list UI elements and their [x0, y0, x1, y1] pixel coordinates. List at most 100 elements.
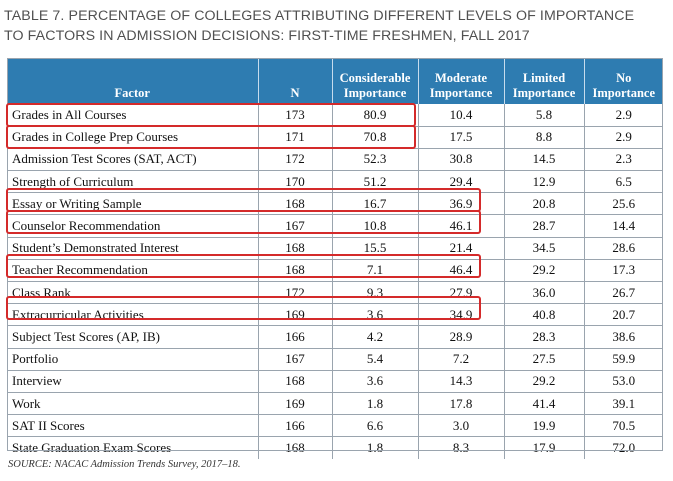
- cell-limited: 14.5: [503, 147, 584, 171]
- cell-moderate: 17.5: [417, 125, 504, 149]
- cell-no: 17.3: [583, 258, 663, 282]
- cell-limited: 12.9: [503, 170, 584, 193]
- cell-limited: 29.2: [503, 369, 584, 393]
- cell-n: 168: [257, 236, 332, 260]
- cell-n: 167: [257, 214, 332, 238]
- cell-factor: Subject Test Scores (AP, IB): [7, 325, 258, 349]
- cell-moderate: 14.3: [417, 369, 504, 393]
- table-row: SAT II Scores 166 6.6 3.0 19.9 70.5: [7, 414, 663, 437]
- cell-limited: 5.8: [503, 104, 584, 127]
- cell-n: 173: [257, 104, 332, 127]
- cell-considerable: 6.6: [331, 414, 418, 437]
- header-n: N: [257, 58, 332, 104]
- cell-no: 26.7: [583, 280, 663, 304]
- cell-considerable: 4.2: [331, 325, 418, 349]
- cell-considerable: 9.3: [331, 280, 418, 304]
- cell-factor: Interview: [7, 369, 258, 393]
- cell-n: 170: [257, 170, 332, 193]
- cell-no: 72.0: [583, 436, 663, 459]
- cell-considerable: 1.8: [331, 436, 418, 459]
- cell-limited: 41.4: [503, 391, 584, 415]
- cell-no: 59.9: [583, 347, 663, 371]
- cell-considerable: 3.6: [331, 303, 418, 326]
- cell-factor: Student’s Demonstrated Interest: [7, 236, 258, 260]
- header-considerable-importance: Considerable Importance: [331, 58, 418, 104]
- cell-moderate: 17.8: [417, 391, 504, 415]
- header-no-importance: No Importance: [583, 58, 663, 104]
- cell-no: 28.6: [583, 236, 663, 260]
- source-note: SOURCE: NACAC Admission Trends Survey, 2…: [8, 459, 241, 470]
- cell-moderate: 29.4: [417, 170, 504, 193]
- table-row: Extracurricular Activities 169 3.6 34.9 40.8…: [7, 303, 663, 326]
- cell-factor: Work: [7, 391, 258, 415]
- table-row: Teacher Recommendation 168 7.1 46.4 29.2 17.3: [7, 258, 663, 282]
- cell-no: 6.5: [583, 170, 663, 193]
- cell-no: 70.5: [583, 414, 663, 437]
- cell-considerable: 15.5: [331, 236, 418, 260]
- cell-no: 2.3: [583, 147, 663, 171]
- cell-considerable: 16.7: [331, 192, 418, 215]
- cell-factor: State Graduation Exam Scores: [7, 436, 258, 459]
- cell-considerable: 51.2: [331, 170, 418, 193]
- cell-factor: Counselor Recommendation: [7, 214, 258, 238]
- admission-factors-table: Factor N Considerable Importance Moderate…: [7, 58, 663, 459]
- cell-no: 53.0: [583, 369, 663, 393]
- cell-no: 2.9: [583, 104, 663, 127]
- cell-limited: 20.8: [503, 192, 584, 215]
- header-row: Factor N Considerable Importance Moderate…: [7, 58, 663, 104]
- cell-no: 39.1: [583, 391, 663, 415]
- table-row: Counselor Recommendation 167 10.8 46.1 28.7 1…: [7, 214, 663, 238]
- cell-n: 166: [257, 414, 332, 437]
- cell-factor: Strength of Curriculum: [7, 170, 258, 193]
- table-row: State Graduation Exam Scores 168 1.8 8.3 17.…: [7, 436, 663, 459]
- table-row: Subject Test Scores (AP, IB) 166 4.2 28.9 28…: [7, 325, 663, 349]
- table-title-line-1: TABLE 7. PERCENTAGE OF COLLEGES ATTRIBUT…: [4, 8, 635, 24]
- table-title-line-2: TO FACTORS IN ADMISSION DECISIONS: FIRST…: [4, 28, 530, 44]
- cell-limited: 29.2: [503, 258, 584, 282]
- cell-moderate: 21.4: [417, 236, 504, 260]
- cell-n: 169: [257, 391, 332, 415]
- cell-considerable: 5.4: [331, 347, 418, 371]
- cell-factor: Admission Test Scores (SAT, ACT): [7, 147, 258, 171]
- cell-n: 172: [257, 280, 332, 304]
- cell-factor: Portfolio: [7, 347, 258, 371]
- cell-no: 38.6: [583, 325, 663, 349]
- header-factor: Factor: [7, 58, 258, 104]
- cell-limited: 27.5: [503, 347, 584, 371]
- cell-limited: 36.0: [503, 280, 584, 304]
- cell-no: 2.9: [583, 125, 663, 149]
- cell-n: 168: [257, 369, 332, 393]
- cell-limited: 8.8: [503, 125, 584, 149]
- cell-limited: 28.3: [503, 325, 584, 349]
- cell-moderate: 46.1: [417, 214, 504, 238]
- cell-no: 14.4: [583, 214, 663, 238]
- cell-considerable: 7.1: [331, 258, 418, 282]
- header-moderate-importance: Moderate Importance: [417, 58, 504, 104]
- cell-factor: SAT II Scores: [7, 414, 258, 437]
- cell-moderate: 8.3: [417, 436, 504, 459]
- cell-considerable: 1.8: [331, 391, 418, 415]
- cell-limited: 28.7: [503, 214, 584, 238]
- cell-n: 168: [257, 436, 332, 459]
- cell-factor: Class Rank: [7, 280, 258, 304]
- cell-no: 20.7: [583, 303, 663, 326]
- table-row: Work 169 1.8 17.8 41.4 39.1: [7, 391, 663, 415]
- cell-moderate: 28.9: [417, 325, 504, 349]
- cell-n: 167: [257, 347, 332, 371]
- table-border: [7, 58, 663, 451]
- cell-limited: 17.9: [503, 436, 584, 459]
- cell-n: 166: [257, 325, 332, 349]
- table-row: Portfolio 167 5.4 7.2 27.5 59.9: [7, 347, 663, 371]
- cell-limited: 34.5: [503, 236, 584, 260]
- table-row: Strength of Curriculum 170 51.2 29.4 12.9 6.5: [7, 170, 663, 193]
- cell-considerable: 80.9: [331, 104, 418, 127]
- cell-factor: Grades in All Courses: [12, 106, 127, 122]
- cell-considerable: 3.6: [331, 369, 418, 393]
- cell-n: 168: [257, 192, 332, 215]
- cell-no: 25.6: [583, 192, 663, 215]
- cell-moderate: 46.4: [417, 258, 504, 282]
- cell-factor: Teacher Recommendation: [7, 258, 258, 282]
- cell-moderate: 36.9: [417, 192, 504, 215]
- cell-moderate: 3.0: [417, 414, 504, 437]
- cell-limited: 19.9: [503, 414, 584, 437]
